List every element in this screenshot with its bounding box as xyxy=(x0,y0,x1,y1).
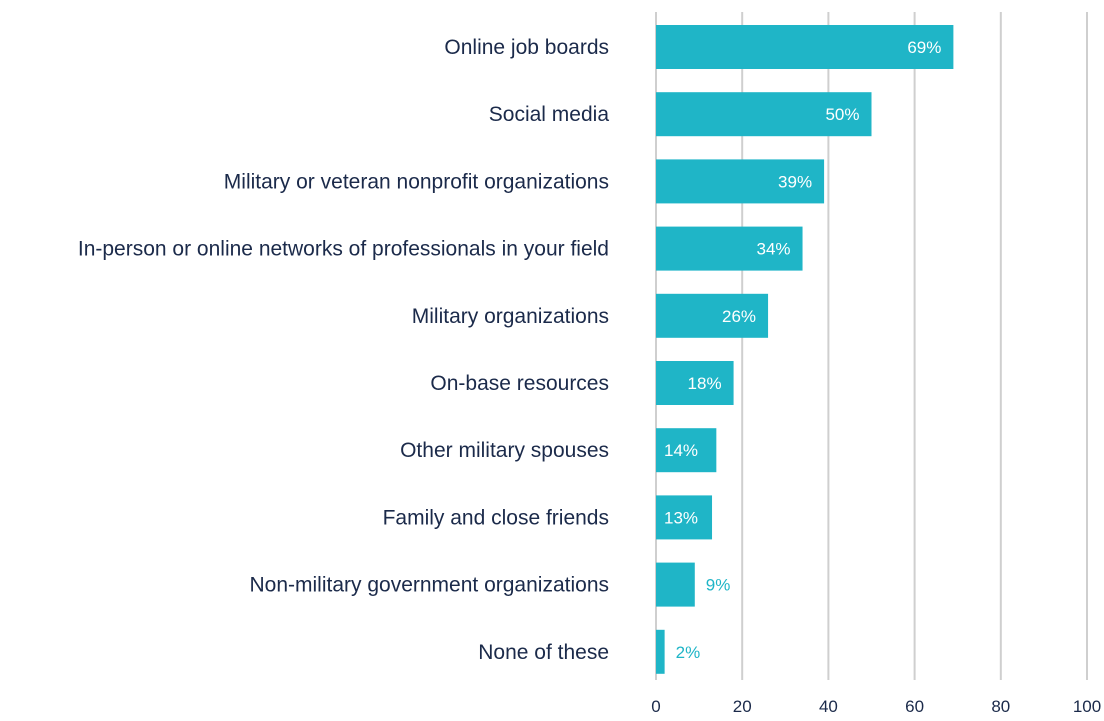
bar xyxy=(656,25,954,69)
value-label: 26% xyxy=(722,307,756,326)
category-labels: Online job boards Social media Military or… xyxy=(78,36,609,664)
category-label: Military organizations xyxy=(412,305,609,328)
x-axis-tick-labels: 0 20 40 60 80 100 xyxy=(651,697,1101,716)
category-label: Non-military government organizations xyxy=(250,574,610,597)
bar xyxy=(656,361,734,405)
x-tick-label-80: 80 xyxy=(991,697,1010,716)
value-label: 13% xyxy=(664,508,698,527)
bar xyxy=(656,562,695,607)
category-label: Social media xyxy=(489,103,610,126)
bar xyxy=(656,226,803,271)
bar xyxy=(656,293,769,338)
category-label: Online job boards xyxy=(444,36,609,59)
category-label: None of these xyxy=(478,641,609,664)
bar xyxy=(656,428,717,473)
category-label: Military or veteran nonprofit organizati… xyxy=(224,170,609,193)
value-label: 50% xyxy=(825,105,859,124)
category-label: In-person or online networks of professi… xyxy=(78,238,609,261)
value-label: 69% xyxy=(907,38,941,57)
value-label: 34% xyxy=(757,240,791,259)
x-tick-label-0: 0 xyxy=(651,697,660,716)
bar xyxy=(656,629,665,674)
value-labels: 69% 50% 39% 34% 26% 18% 14% 13% 9% 2% xyxy=(664,38,941,662)
x-tick-label-100: 100 xyxy=(1073,697,1101,716)
x-tick-label-60: 60 xyxy=(905,697,924,716)
x-tick-label-20: 20 xyxy=(733,697,752,716)
category-label: Family and close friends xyxy=(383,506,609,529)
value-label: 39% xyxy=(778,172,812,191)
category-label: On-base resources xyxy=(430,372,609,395)
category-label: Other military spouses xyxy=(400,439,609,462)
bar xyxy=(656,495,713,540)
value-label: 9% xyxy=(706,576,731,595)
value-label: 2% xyxy=(676,643,701,662)
x-tick-label-40: 40 xyxy=(819,697,838,716)
value-label: 14% xyxy=(664,441,698,460)
bars xyxy=(656,25,954,674)
bar xyxy=(656,159,825,204)
value-label: 18% xyxy=(688,374,722,393)
bar xyxy=(656,92,872,137)
